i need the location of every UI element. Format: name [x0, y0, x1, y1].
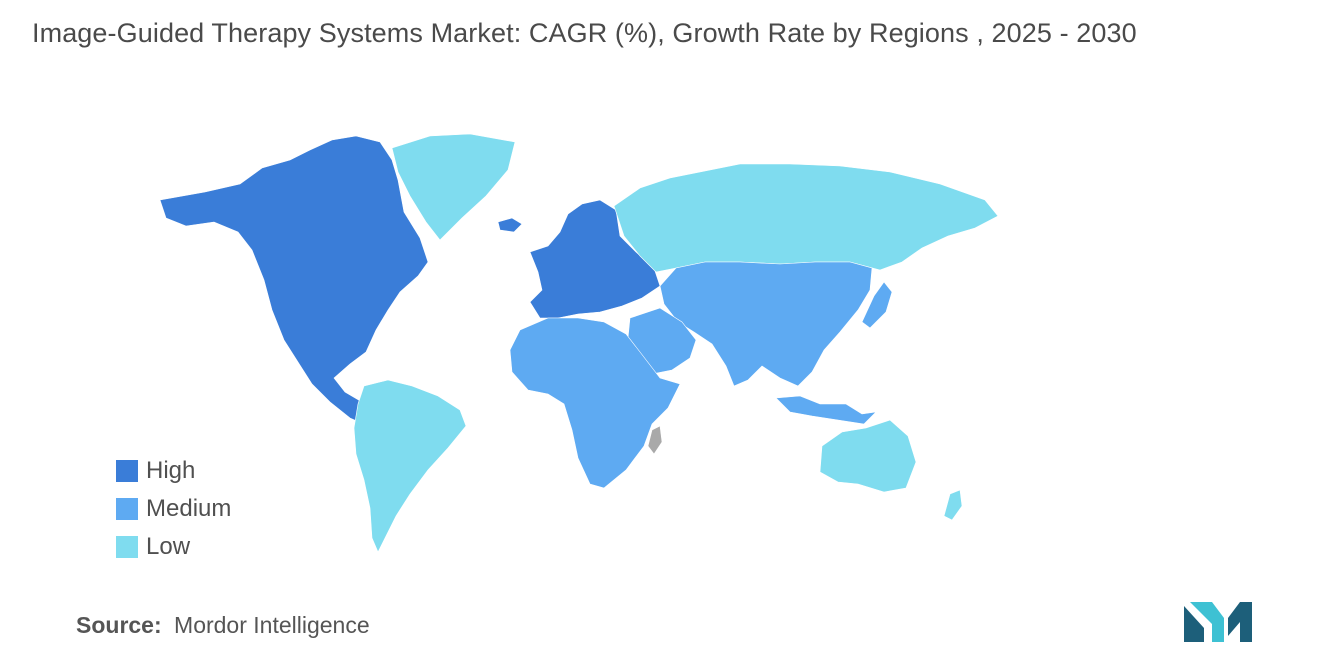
region-madagascar [647, 425, 663, 455]
source-line: Source: Mordor Intelligence [76, 612, 370, 639]
region-iceland [497, 217, 523, 233]
region-russia [613, 163, 999, 273]
legend-label-high: High [146, 457, 196, 484]
region-south-america [353, 379, 467, 553]
legend-item-high: High [116, 452, 231, 490]
legend-label-low: Low [146, 533, 191, 560]
legend-item-medium: Medium [116, 490, 231, 528]
source-value: Mordor Intelligence [174, 612, 370, 638]
source-label: Source: [76, 612, 162, 638]
legend-label-medium: Medium [146, 495, 232, 522]
mordor-logo-icon [1184, 602, 1252, 642]
legend-swatch-low [116, 536, 138, 558]
legend: High Medium Low [116, 452, 231, 566]
legend-swatch-high [116, 460, 138, 482]
legend-swatch-medium [116, 498, 138, 520]
region-japan [861, 281, 893, 329]
region-africa [509, 317, 681, 489]
region-greenland [391, 133, 516, 241]
region-australia [819, 419, 917, 493]
chart-title: Image-Guided Therapy Systems Market: CAG… [32, 18, 1137, 48]
legend-item-low: Low [116, 528, 231, 566]
region-asia [659, 261, 873, 387]
region-north-america [159, 135, 429, 427]
region-southeast-asia [775, 395, 877, 425]
region-new-zealand [943, 489, 963, 521]
